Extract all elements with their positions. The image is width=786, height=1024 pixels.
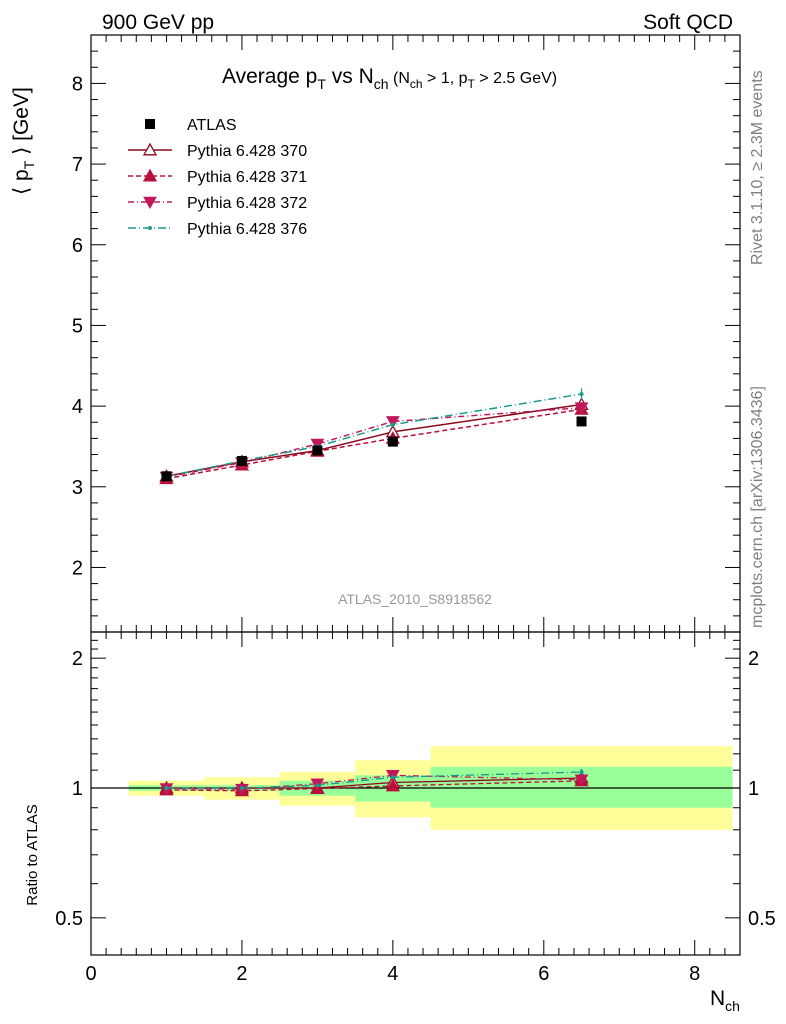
series-point bbox=[574, 402, 589, 415]
data-point bbox=[161, 471, 172, 482]
y-tick-label: 3 bbox=[72, 477, 83, 499]
legend-entry: Pythia 6.428 370 bbox=[128, 142, 307, 160]
y-tick-label: 5 bbox=[72, 315, 83, 337]
ratio-y-axis-label: Ratio to ATLAS bbox=[24, 804, 41, 905]
legend-marker bbox=[145, 119, 155, 129]
legend-label: Pythia 6.428 376 bbox=[187, 221, 307, 238]
data-point bbox=[576, 416, 587, 427]
legend-label: Pythia 6.428 372 bbox=[187, 195, 307, 212]
y-tick-label: 7 bbox=[72, 154, 83, 176]
ratio-point bbox=[239, 786, 244, 791]
x-tick-label: 6 bbox=[538, 963, 549, 985]
analysis-watermark: ATLAS_2010_S8918562 bbox=[338, 591, 492, 607]
data-point bbox=[312, 445, 323, 456]
ratio-point bbox=[315, 783, 320, 788]
ratio-y-tick-label-right: 2 bbox=[748, 648, 759, 670]
ratio-point bbox=[164, 786, 169, 791]
ratio-series-line bbox=[166, 780, 582, 792]
legend-marker bbox=[142, 142, 158, 156]
series-line bbox=[166, 403, 582, 478]
ratio-point bbox=[385, 778, 400, 792]
legend-label: ATLAS bbox=[187, 117, 237, 134]
y-tick-label: 2 bbox=[72, 557, 83, 579]
x-tick-label: 4 bbox=[387, 963, 398, 985]
ratio-y-tick-label: 2 bbox=[72, 648, 83, 670]
series-point bbox=[579, 392, 584, 397]
header-left: 900 GeV pp bbox=[102, 11, 214, 34]
x-tick-label: 8 bbox=[689, 963, 700, 985]
data-point bbox=[236, 455, 247, 466]
ratio-point bbox=[390, 775, 395, 780]
legend-entry: Pythia 6.428 376 bbox=[128, 221, 307, 238]
ratio-y-tick-label-right: 0.5 bbox=[748, 908, 776, 930]
series-line bbox=[166, 393, 582, 478]
ratio-frame bbox=[90, 631, 741, 956]
y-axis-label: ⟨ pT ⟩ [GeV] bbox=[10, 87, 37, 195]
y-tick-label: 8 bbox=[72, 73, 83, 95]
header-right: Soft QCD bbox=[643, 11, 733, 34]
y-tick-label: 6 bbox=[72, 235, 83, 257]
legend-entry: Pythia 6.428 372 bbox=[128, 195, 307, 212]
x-axis-label: Nch bbox=[710, 987, 740, 1014]
x-tick-label: 2 bbox=[236, 963, 247, 985]
series-point bbox=[390, 422, 395, 427]
series-point bbox=[386, 416, 400, 429]
series-curves bbox=[159, 388, 589, 797]
legend-marker bbox=[143, 196, 157, 210]
ratio-series-line bbox=[166, 774, 582, 790]
series-line bbox=[166, 406, 582, 478]
legend-marker bbox=[142, 168, 158, 182]
y-tick-label: 4 bbox=[72, 396, 83, 418]
legend-entry: Pythia 6.428 371 bbox=[128, 168, 307, 186]
ratio-y-tick-label: 0.5 bbox=[55, 908, 83, 930]
side-text-lower: mcplots.cern.ch [arXiv:1306.3436] bbox=[749, 386, 766, 628]
legend-label: Pythia 6.428 371 bbox=[187, 169, 307, 186]
legend-label: Pythia 6.428 370 bbox=[187, 143, 307, 160]
axes: 0 2 4 6 8 2 3 4 5 6 7 8 0.5 0.5 1 1 2 2 bbox=[55, 34, 776, 985]
chart-title: Average pT vs Nch (Nch > 1, pT > 2.5 GeV… bbox=[222, 65, 557, 92]
legend-marker bbox=[148, 226, 152, 230]
x-tick-label: 0 bbox=[85, 963, 96, 985]
legend: ATLAS Pythia 6.428 370 Pythia 6.428 371 Pyt… bbox=[128, 117, 307, 238]
data-point bbox=[387, 436, 398, 447]
ratio-point bbox=[579, 770, 584, 775]
side-text-upper: Rivet 3.1.10, ≥ 2.3M events bbox=[749, 70, 766, 265]
series-line bbox=[166, 408, 582, 480]
legend-entry-data: ATLAS bbox=[145, 117, 237, 134]
ratio-y-tick-label-right: 1 bbox=[748, 778, 759, 800]
ratio-y-tick-label: 1 bbox=[72, 778, 83, 800]
